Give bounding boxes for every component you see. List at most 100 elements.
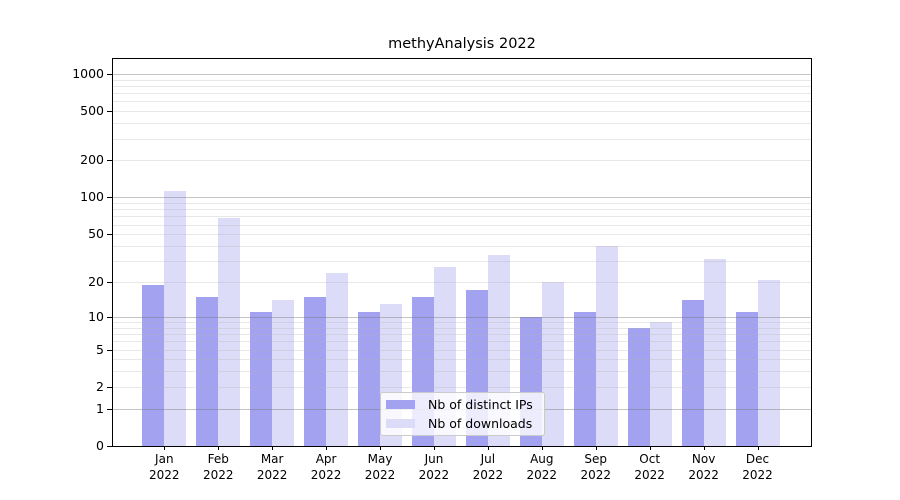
bar-ips-jan	[142, 284, 165, 446]
minor-gridline	[113, 85, 811, 87]
y-tick-label: 50	[88, 226, 104, 242]
x-tick-label-jun: Jun 2022	[418, 452, 450, 482]
minor-gridline	[113, 138, 811, 140]
y-tick-label: 1000	[72, 65, 104, 81]
bar-downloads-oct	[649, 322, 672, 446]
x-tick-label-may: May 2022	[364, 452, 396, 482]
x-tick-mark	[380, 446, 382, 450]
grid-layer	[113, 59, 811, 446]
x-tick-mark	[326, 446, 328, 450]
y-tick-label: 0	[96, 438, 104, 453]
minor-gridline	[113, 93, 811, 95]
legend-label-distinct-ips: Nb of distinct IPs	[428, 397, 533, 412]
y-tick-mark	[107, 408, 113, 410]
major-gridline	[113, 197, 811, 199]
y-tick-mark	[107, 111, 113, 113]
legend: Nb of distinct IPs Nb of downloads	[380, 392, 545, 436]
legend-label-downloads: Nb of downloads	[428, 416, 533, 431]
x-tick-mark	[272, 446, 274, 450]
minor-gridline	[113, 123, 811, 125]
x-tick-mark	[218, 446, 220, 450]
x-tick-mark	[433, 446, 435, 450]
bar-downloads-jan	[164, 191, 187, 446]
bar-ips-mar	[250, 312, 273, 446]
y-tick-mark	[107, 234, 113, 236]
minor-gridline	[113, 160, 811, 162]
bar-ips-dec	[735, 312, 758, 446]
bar-downloads-sep	[595, 246, 618, 446]
bar-downloads-aug	[541, 282, 564, 446]
y-tick-mark	[107, 73, 113, 75]
bar-downloads-mar	[272, 300, 295, 446]
minor-gridline	[113, 261, 811, 263]
x-tick-mark	[649, 446, 651, 450]
y-tick-label: 500	[80, 103, 104, 119]
minor-gridline	[113, 386, 811, 388]
minor-gridline	[113, 334, 811, 336]
x-tick-label-jul: Jul 2022	[472, 452, 504, 482]
x-tick-label-jan: Jan 2022	[149, 452, 180, 482]
bar-downloads-apr	[326, 272, 349, 446]
y-tick-label: 5	[96, 341, 104, 357]
minor-gridline	[113, 111, 811, 113]
y-tick-label: 2	[96, 378, 104, 394]
x-tick-mark	[541, 446, 543, 450]
minor-gridline	[113, 322, 811, 323]
y-tick-label: 20	[88, 274, 104, 290]
bar-downloads-feb	[218, 217, 241, 446]
minor-gridline	[113, 234, 811, 236]
bar-downloads-nov	[703, 259, 726, 446]
bar-ips-apr	[304, 296, 327, 446]
minor-gridline	[113, 79, 811, 81]
minor-gridline	[113, 359, 811, 361]
minor-gridline	[113, 341, 811, 343]
bar-ips-feb	[196, 296, 219, 446]
x-tick-label-nov: Nov 2022	[688, 452, 719, 482]
legend-row-distinct-ips: Nb of distinct IPs	[386, 397, 538, 412]
bar-ips-may	[358, 312, 381, 446]
x-tick-label-aug: Aug 2022	[526, 452, 558, 482]
bar-ips-sep	[573, 312, 596, 446]
y-tick-mark	[107, 386, 113, 388]
chart-title: methyAnalysis 2022	[388, 36, 536, 52]
x-tick-label-oct: Oct 2022	[634, 452, 665, 482]
minor-gridline	[113, 371, 811, 373]
x-tick-label-feb: Feb 2022	[202, 452, 234, 482]
y-tick-label: 1	[96, 400, 104, 416]
minor-gridline	[113, 246, 811, 247]
x-tick-label-apr: Apr 2022	[310, 452, 342, 482]
y-tick-label: 10	[88, 308, 104, 324]
bar-ips-nov	[681, 300, 704, 446]
minor-gridline	[113, 216, 811, 218]
y-tick-mark	[107, 160, 113, 162]
x-tick-mark	[703, 446, 705, 450]
x-tick-label-mar: Mar 2022	[256, 452, 288, 482]
x-tick-label-dec: Dec 2022	[742, 452, 773, 482]
minor-gridline	[113, 203, 811, 205]
y-tick-label: 100	[80, 189, 104, 205]
minor-gridline	[113, 224, 811, 226]
major-gridline	[113, 316, 811, 318]
x-tick-label-sep: Sep 2022	[580, 452, 611, 482]
legend-swatch-downloads	[386, 419, 415, 428]
x-tick-mark	[595, 446, 597, 450]
minor-gridline	[113, 282, 811, 284]
y-tick-mark	[107, 282, 113, 284]
x-tick-mark	[164, 446, 166, 450]
y-tick-mark	[107, 197, 113, 199]
y-tick-label: 200	[80, 152, 104, 168]
bar-ips-oct	[627, 327, 650, 446]
minor-gridline	[113, 349, 811, 351]
minor-gridline	[113, 209, 811, 211]
major-gridline	[113, 73, 811, 75]
y-tick-mark	[107, 316, 113, 318]
minor-gridline	[113, 327, 811, 329]
legend-row-downloads: Nb of downloads	[386, 416, 538, 431]
legend-swatch-distinct-ips	[386, 400, 415, 409]
x-tick-mark	[757, 446, 759, 450]
y-tick-mark	[107, 349, 113, 351]
minor-gridline	[113, 101, 811, 103]
bar-downloads-dec	[757, 279, 780, 446]
